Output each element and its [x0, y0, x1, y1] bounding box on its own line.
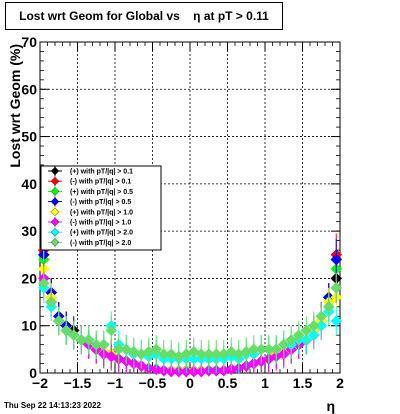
y-tick-label: 60: [21, 81, 37, 97]
y-tick-label: 10: [21, 318, 37, 334]
data-point: [330, 253, 343, 266]
legend-marker: [50, 207, 60, 217]
legend-entry-label: (+) with pT/|q| > 1.0: [70, 209, 133, 216]
legend-entry-label: (-) with pT/|q| > 1.0: [70, 220, 131, 227]
data-point: [45, 296, 58, 308]
data-point: [330, 315, 343, 327]
legend-box: [40, 165, 162, 251]
y-tick-label: 70: [21, 34, 37, 50]
x-tick-label: 0: [186, 375, 194, 391]
y-tick-label: 0: [29, 365, 37, 381]
legend-entry-label: (+) with pT/|q| > 0.1: [70, 169, 133, 176]
data-point: [285, 334, 298, 346]
data-point: [277, 338, 290, 351]
legend-marker: [50, 187, 60, 196]
x-tick-label: 1.5: [293, 375, 313, 391]
legend-marker: [50, 176, 60, 186]
legend-entry-label: (+) with pT/|q| > 2.0: [70, 230, 133, 237]
x-tick-label: −0.5: [139, 375, 167, 391]
y-tick-label: 20: [21, 270, 37, 286]
data-point: [60, 324, 73, 337]
legend-marker: [50, 238, 60, 247]
data-point: [97, 338, 110, 351]
data-point: [150, 363, 163, 376]
y-tick-label: 50: [21, 129, 37, 145]
data-point: [82, 334, 95, 346]
y-tick-label: 40: [21, 176, 37, 192]
x-tick-label: 0.5: [218, 375, 238, 391]
data-point: [322, 300, 335, 313]
data-point: [150, 343, 163, 356]
data-point: [52, 315, 65, 327]
chart-title: Lost wrt Geom for Global vs η at pT > 0.…: [5, 2, 283, 30]
data-point: [330, 282, 343, 294]
legend-entry-label: (-) with pT/|q| > 0.1: [70, 179, 131, 186]
data-point: [105, 324, 118, 337]
data-point: [37, 277, 50, 290]
footer-date: Thu Sep 22 14:13:23 2022: [4, 401, 101, 410]
legend-entry-label: (-) with pT/|q| > 2.0: [70, 240, 131, 247]
x-tick-label: −2: [32, 375, 48, 391]
legend-marker: [50, 166, 60, 176]
legend-entry-label: (+) with pT/|q| > 0.5: [70, 189, 133, 196]
x-tick-label: 2: [336, 375, 344, 391]
legend-entry-label: (-) with pT/|q| > 0.5: [70, 199, 131, 206]
data-point: [315, 310, 328, 323]
legend-marker: [50, 217, 60, 227]
data-point: [300, 324, 313, 337]
y-axis-title: Lost wrt Geom (%): [7, 44, 23, 168]
x-tick-label: −1.5: [64, 375, 92, 391]
x-tick-label: 1: [261, 375, 269, 391]
y-tick-label: 30: [21, 223, 37, 239]
data-point: [292, 329, 305, 342]
data-point: [67, 329, 80, 342]
x-axis-title: η: [326, 398, 335, 414]
legend-marker: [50, 227, 60, 237]
x-tick-label: −1: [107, 375, 123, 391]
data-point: [307, 319, 320, 332]
data-point: [270, 343, 283, 356]
legend-marker: [50, 197, 60, 206]
